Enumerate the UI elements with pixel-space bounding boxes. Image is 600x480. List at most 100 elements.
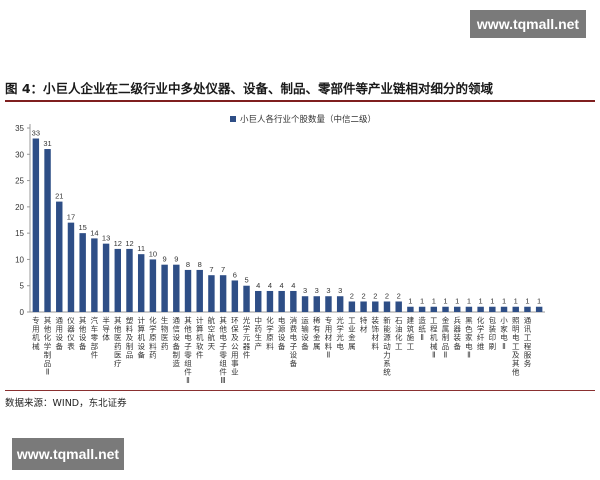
x-tick-label: 通讯工程服务 [524,315,532,368]
y-tick-label: 15 [15,229,24,238]
x-tick-label: 计算机设备 [137,315,145,359]
bar-value-label: 1 [408,297,412,306]
y-tick-label: 0 [20,308,25,317]
bar-value-label: 1 [420,297,424,306]
y-tick-label: 30 [15,150,24,159]
watermark-bottom: www.tqmall.net [12,438,124,470]
x-tick-label: 其他设备 [79,316,87,351]
bar-value-label: 4 [280,281,284,290]
bar-value-label: 3 [315,286,319,295]
bar-value-label: 11 [137,244,145,253]
x-tick-label: 化学纤维 [477,315,485,351]
bar-value-label: 4 [256,281,260,290]
bar-value-label: 3 [326,286,330,295]
bar [231,280,239,312]
bar-value-label: 13 [102,234,110,243]
bar-value-label: 7 [221,265,225,274]
bar [453,306,461,312]
bar-value-label: 4 [291,281,295,290]
bar-value-label: 1 [455,297,459,306]
legend-swatch [230,116,236,122]
x-tick-label: 运输设备 [301,316,309,351]
bar [243,285,250,312]
bar [430,306,438,312]
x-tick-label: 造纸 Ⅱ [418,315,426,342]
bar-value-label: 6 [233,270,237,279]
bar-value-label: 4 [268,281,272,290]
bar [524,306,531,312]
bar-value-label: 8 [186,260,190,269]
bar-chart: 05101520253035小巨人各行业个股数量（中信二级）33专用机械31其他… [15,114,545,385]
bar-value-label: 2 [361,291,365,300]
x-tick-label: 石油化工 [395,316,403,351]
x-tick-label: 化学原料 [266,315,274,351]
bar [348,301,356,312]
bar [255,290,262,312]
bar [91,238,98,312]
bar-value-label: 1 [490,297,494,306]
bar [208,275,215,312]
bar [418,306,426,312]
x-tick-label: 电源设备 [278,315,286,351]
x-tick-label: 其他电子零组件 Ⅱ [184,316,192,385]
x-tick-label: 半导体 [102,315,110,342]
bar [325,296,332,312]
x-tick-label: 装饰材料 [372,315,380,351]
x-tick-label: 兵器装备 [453,315,461,351]
bar [442,306,449,312]
bar-value-label: 10 [149,249,157,258]
bar [500,306,508,312]
x-tick-label: 专用机械 [32,315,40,351]
bar [137,254,145,312]
bar [79,233,86,312]
bar-value-label: 1 [502,297,506,306]
bar-value-label: 1 [432,297,436,306]
bar [535,306,543,312]
bar [44,149,51,312]
bar [161,264,168,312]
x-tick-label: 黑色家电 Ⅱ [465,316,473,359]
bar-value-label: 2 [373,291,377,300]
x-tick-label: 新能源动力系统 [383,315,391,377]
x-tick-label: 建筑施工 [407,315,415,351]
bar-value-label: 2 [397,291,401,300]
bar-value-label: 12 [125,239,133,248]
bar [489,306,496,312]
bar [395,301,402,312]
x-tick-label: 生物医药 [161,315,169,351]
bar-value-label: 1 [514,297,518,306]
bar-value-label: 33 [32,129,40,138]
legend-label: 小巨人各行业个股数量（中信二级） [240,114,376,125]
bar [407,306,414,312]
bar [149,259,157,312]
x-tick-label: 照明电工及其他 [512,316,520,377]
x-tick-label: 其他电子零组件 Ⅲ [219,316,227,385]
bar [56,201,63,312]
x-tick-label: 其他化学制品 Ⅱ [44,316,52,377]
source-note: 数据来源：WIND，东北证券 [5,398,127,409]
bar [32,138,40,312]
bar-value-label: 2 [385,291,389,300]
bar [383,301,391,312]
y-tick-label: 5 [20,282,25,291]
bar-value-label: 3 [303,286,307,295]
bar [301,296,309,312]
watermark-top: www.tqmall.net [470,10,586,38]
x-tick-label: 中药生产 [254,315,262,351]
bar-value-label: 9 [174,255,178,264]
x-tick-label: 航空航天 [208,315,216,351]
figure-title: 图 4：小巨人企业在二级行业中多处仪器、设备、制品、零部件等产业链相对细分的领域 [5,81,494,96]
bar-value-label: 2 [350,291,354,300]
bar-value-label: 5 [244,276,248,285]
y-tick-label: 35 [15,124,24,133]
bar [290,290,297,312]
bar [360,301,367,312]
bar-value-label: 7 [209,265,213,274]
x-tick-label: 环保及公用事业 [231,316,239,377]
x-tick-label: 专用材料 Ⅱ [325,315,333,359]
bar-value-label: 14 [90,228,98,237]
x-tick-label: 仪器仪表 [67,316,75,351]
bar-value-label: 17 [67,213,75,222]
bar-value-label: 1 [443,297,447,306]
bar [336,296,344,312]
